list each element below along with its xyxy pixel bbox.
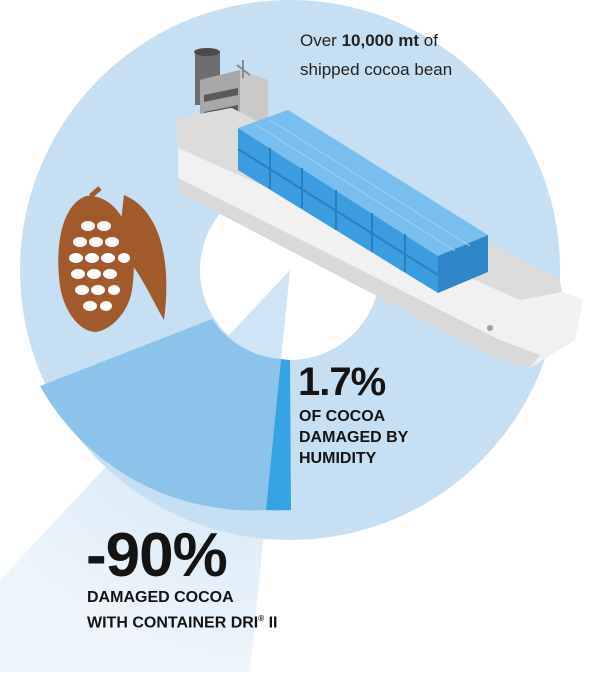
- intro-line-1: Over 10,000 mt of: [300, 26, 452, 55]
- humidity-caption-line-1: OF COCOA: [299, 408, 386, 425]
- damage-segment: [40, 319, 281, 511]
- reduction-caption-line-1: DAMAGED COCOA: [87, 589, 234, 606]
- humidity-slice: [266, 359, 291, 511]
- humidity-stat-caption: OF COCOA DAMAGED BY HUMIDITY: [299, 406, 408, 469]
- intro-text: Over 10,000 mt of shipped cocoa bean: [300, 26, 452, 84]
- reduction-caption-line-2: WITH CONTAINER DRI® II: [87, 608, 278, 633]
- intro-line-2: shipped cocoa bean: [300, 60, 453, 79]
- reduction-stat-value: -90%: [86, 521, 228, 590]
- reduction-caption-product: WITH CONTAINER DRI: [87, 614, 259, 632]
- humidity-stat-value: 1.7%: [298, 360, 386, 404]
- humidity-caption-line-2: DAMAGED BY: [299, 429, 409, 446]
- cargo-ship-icon: [175, 48, 583, 368]
- intro-amount: 10,000 mt: [341, 31, 420, 50]
- intro-suffix: of: [419, 31, 438, 50]
- registered-mark: ®: [258, 614, 265, 623]
- reduction-caption-suffix: II: [264, 614, 278, 632]
- cocoa-beans: [69, 221, 130, 311]
- humidity-caption-line-3: HUMIDITY: [299, 450, 377, 467]
- cocoa-pod-icon: [58, 186, 167, 332]
- reduction-stat-caption: DAMAGED COCOA WITH CONTAINER DRI® II: [87, 587, 278, 633]
- intro-prefix: Over: [300, 31, 342, 50]
